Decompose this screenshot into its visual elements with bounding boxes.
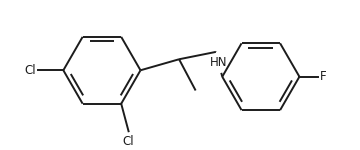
Text: Cl: Cl <box>123 135 134 148</box>
Text: HN: HN <box>210 56 228 69</box>
Text: F: F <box>320 70 326 83</box>
Text: Cl: Cl <box>24 64 36 77</box>
